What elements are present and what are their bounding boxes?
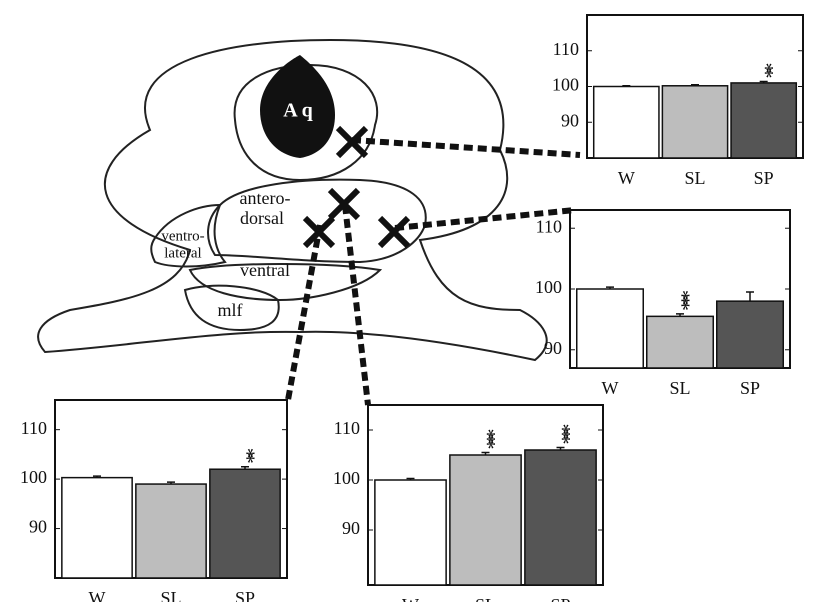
bar (594, 87, 659, 159)
x-tick-label: SL (669, 378, 690, 398)
x-tick-label: SL (160, 588, 181, 602)
bar (731, 83, 796, 158)
significance-label: *** (475, 429, 500, 449)
bar (450, 455, 521, 585)
bar (647, 316, 714, 368)
bar (136, 484, 206, 578)
region-label: lateral (164, 245, 201, 261)
x-tick-label: W (618, 168, 635, 188)
error-bar (746, 292, 754, 301)
x-tick-label: SP (235, 588, 255, 602)
significance-label: *** (670, 290, 695, 310)
x-tick-label: SP (550, 595, 570, 602)
region-label: ventro- (161, 228, 204, 244)
bar (577, 289, 644, 368)
y-tick-label: 110 (334, 418, 360, 438)
significance-label: *** (550, 424, 575, 444)
significance-label: ** (235, 448, 260, 463)
y-tick-label: 90 (561, 110, 579, 130)
x-tick-label: SL (475, 595, 496, 602)
x-tick-label: SL (684, 168, 705, 188)
brain-diagram: A q antero- dorsal ventro- lateral ventr… (38, 40, 580, 405)
region-label: ventral (240, 260, 290, 280)
bar (662, 86, 727, 158)
bar (375, 480, 446, 585)
y-tick-label: 110 (21, 418, 47, 438)
y-tick-label: 90 (29, 517, 47, 537)
bar (525, 450, 596, 585)
y-tick-label: 90 (342, 518, 360, 538)
bar (717, 301, 784, 368)
error-bar (622, 86, 630, 87)
figure: A q antero- dorsal ventro- lateral ventr… (0, 0, 814, 602)
y-tick-label: 100 (552, 75, 579, 95)
region-label: mlf (218, 300, 243, 320)
bar (62, 478, 132, 578)
region-label: dorsal (240, 208, 284, 228)
y-tick-label: 90 (544, 338, 562, 358)
x-tick-label: W (89, 588, 106, 602)
bar (210, 469, 280, 578)
region-label: A q (283, 100, 312, 122)
x-tick-label: W (402, 595, 419, 602)
y-tick-label: 110 (553, 39, 579, 59)
x-tick-label: SP (740, 378, 760, 398)
region-label: antero- (240, 188, 291, 208)
x-tick-label: W (602, 378, 619, 398)
significance-label: ** (754, 62, 779, 77)
x-tick-label: SP (754, 168, 774, 188)
y-tick-label: 100 (20, 467, 47, 487)
y-tick-label: 100 (535, 277, 562, 297)
y-tick-label: 100 (333, 468, 360, 488)
y-tick-label: 110 (536, 216, 562, 236)
